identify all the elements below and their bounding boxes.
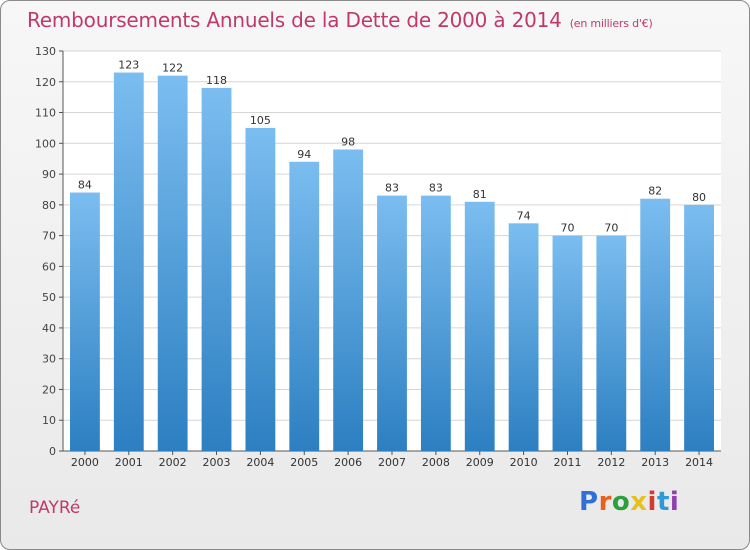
data-label: 122 [162,62,183,75]
bar [245,127,276,451]
x-tick-label: 2004 [246,456,274,469]
data-label: 83 [429,182,443,195]
x-tick-label: 2013 [641,456,669,469]
bar [464,201,495,451]
y-tick-label: 40 [42,322,56,335]
data-label: 98 [341,135,355,148]
x-tick-label: 2010 [510,456,538,469]
bar [420,195,451,451]
x-tick-label: 2008 [422,456,450,469]
x-tick-label: 2009 [466,456,494,469]
data-label: 118 [206,74,227,87]
bar [157,75,188,451]
data-label: 74 [517,209,531,222]
y-tick-label: 70 [42,230,56,243]
y-tick-label: 0 [49,445,56,458]
data-label: 94 [297,148,311,161]
data-label: 80 [692,191,706,204]
data-label: 84 [78,179,92,192]
bar [596,235,627,451]
bar [201,87,232,451]
x-tick-label: 2014 [685,456,713,469]
bar [289,161,320,451]
bar [377,195,407,451]
brand-logo: Proxiti [579,487,680,517]
chart-title-text: Remboursements Annuels de la Dette de 20… [27,8,562,32]
x-tick-label: 2001 [115,456,143,469]
x-tick-label: 2003 [203,456,231,469]
x-tick-label: 2005 [290,456,318,469]
x-tick-label: 2012 [597,456,625,469]
y-tick-label: 120 [35,76,56,89]
x-tick-label: 2006 [334,456,362,469]
place-name: PAYRé [29,498,81,518]
data-label: 83 [385,182,399,195]
x-tick-label: 2007 [378,456,406,469]
bar [333,149,364,451]
x-tick-label: 2011 [553,456,581,469]
y-tick-label: 50 [42,291,56,304]
x-tick-label: 2002 [159,456,187,469]
bar [113,72,144,452]
y-tick-label: 30 [42,353,56,366]
data-label: 123 [118,59,139,72]
bar [508,223,539,451]
bar [640,198,671,451]
y-tick-label: 60 [42,260,56,273]
y-tick-label: 130 [35,45,56,58]
data-label: 70 [560,222,574,235]
y-tick-label: 10 [42,414,56,427]
chart-unit: (en milliers d'€) [569,17,653,30]
data-label: 70 [604,222,618,235]
bar [552,235,583,451]
y-tick-label: 90 [42,168,56,181]
x-tick-label: 2000 [71,456,99,469]
y-tick-label: 100 [35,137,56,150]
data-label: 82 [648,185,662,198]
y-tick-label: 80 [42,199,56,212]
y-tick-label: 20 [42,383,56,396]
y-tick-label: 110 [35,107,56,120]
bar [70,192,100,452]
data-label: 105 [250,114,271,127]
chart-title: Remboursements Annuels de la Dette de 20… [27,8,653,32]
bar [684,204,714,451]
data-label: 81 [473,188,487,201]
